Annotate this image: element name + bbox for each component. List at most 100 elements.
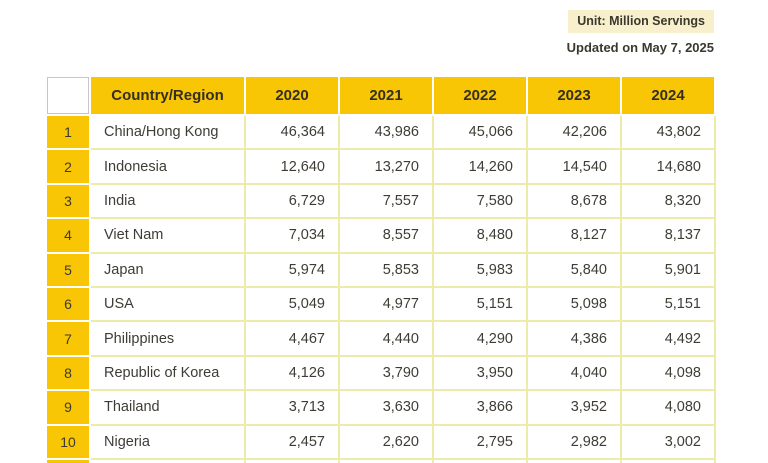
value-cell: 42,206	[526, 113, 622, 151]
table-row: 3 India 6,729 7,557 7,580 8,678 8,320	[45, 182, 716, 220]
country-cell: Thailand	[89, 389, 246, 426]
table-row: 6 USA 5,049 4,977 5,151 5,098 5,151	[45, 285, 716, 323]
header-row: Country/Region 2020 2021 2022 2023 2024	[45, 75, 716, 116]
value-cell: 8,320	[620, 182, 716, 220]
ranking-table: Country/Region 2020 2021 2022 2023 2024 …	[45, 75, 716, 463]
table-row: 4 Viet Nam 7,034 8,557 8,480 8,127 8,137	[45, 217, 716, 254]
value-cell: 4,977	[338, 285, 434, 323]
table-row-partial	[45, 457, 716, 463]
value-cell: 6,729	[244, 182, 340, 220]
country-cell: Philippines	[89, 320, 246, 357]
value-cell: 4,290	[432, 320, 528, 357]
country-cell: Indonesia	[89, 148, 246, 185]
value-cell: 13,270	[338, 148, 434, 185]
value-cell: 7,557	[338, 182, 434, 220]
rank-cell: 10	[45, 423, 91, 460]
value-cell: 5,901	[620, 251, 716, 288]
country-cell: Republic of Korea	[89, 354, 246, 392]
value-cell: 8,137	[620, 217, 716, 254]
value-cell: 14,260	[432, 148, 528, 185]
country-cell: Viet Nam	[89, 217, 246, 254]
value-cell: 8,557	[338, 217, 434, 254]
table-row: 2 Indonesia 12,640 13,270 14,260 14,540 …	[45, 148, 716, 185]
value-cell: 5,049	[244, 285, 340, 323]
value-cell: 8,127	[526, 217, 622, 254]
column-header-year-2024: 2024	[620, 75, 716, 116]
table-row: 8 Republic of Korea 4,126 3,790 3,950 4,…	[45, 354, 716, 392]
value-cell: 5,151	[620, 285, 716, 323]
value-cell	[338, 457, 434, 463]
column-header-year-2020: 2020	[244, 75, 340, 116]
value-cell: 5,853	[338, 251, 434, 288]
value-cell: 14,540	[526, 148, 622, 185]
rank-cell: 1	[45, 113, 91, 151]
value-cell: 3,790	[338, 354, 434, 392]
value-cell: 8,678	[526, 182, 622, 220]
value-cell: 2,620	[338, 423, 434, 460]
value-cell: 4,080	[620, 389, 716, 426]
rank-cell: 8	[45, 354, 91, 392]
value-cell	[244, 457, 340, 463]
table-row: 10 Nigeria 2,457 2,620 2,795 2,982 3,002	[45, 423, 716, 460]
rank-cell: 7	[45, 320, 91, 357]
value-cell: 5,840	[526, 251, 622, 288]
rank-cell: 4	[45, 217, 91, 254]
value-cell: 5,151	[432, 285, 528, 323]
rank-cell	[45, 457, 91, 463]
value-cell	[526, 457, 622, 463]
rank-cell: 3	[45, 182, 91, 220]
value-cell: 5,974	[244, 251, 340, 288]
value-cell: 3,950	[432, 354, 528, 392]
value-cell: 3,002	[620, 423, 716, 460]
value-cell: 46,364	[244, 113, 340, 151]
value-cell: 43,986	[338, 113, 434, 151]
rank-cell: 9	[45, 389, 91, 426]
country-cell: India	[89, 182, 246, 220]
column-header-year-2021: 2021	[338, 75, 434, 116]
country-cell	[89, 457, 246, 463]
corner-cell	[45, 75, 91, 116]
value-cell: 5,098	[526, 285, 622, 323]
value-cell: 43,802	[620, 113, 716, 151]
table-row: 5 Japan 5,974 5,853 5,983 5,840 5,901	[45, 251, 716, 288]
value-cell: 3,630	[338, 389, 434, 426]
country-cell: Nigeria	[89, 423, 246, 460]
value-cell	[620, 457, 716, 463]
value-cell: 4,440	[338, 320, 434, 357]
value-cell: 4,492	[620, 320, 716, 357]
country-cell: USA	[89, 285, 246, 323]
value-cell: 7,580	[432, 182, 528, 220]
value-cell: 4,386	[526, 320, 622, 357]
unit-badge: Unit: Million Servings	[568, 10, 714, 33]
table-row: 7 Philippines 4,467 4,440 4,290 4,386 4,…	[45, 320, 716, 357]
value-cell	[432, 457, 528, 463]
table-row: 9 Thailand 3,713 3,630 3,866 3,952 4,080	[45, 389, 716, 426]
value-cell: 3,952	[526, 389, 622, 426]
table-row: 1 China/Hong Kong 46,364 43,986 45,066 4…	[45, 113, 716, 151]
column-header-country: Country/Region	[89, 75, 246, 116]
value-cell: 2,795	[432, 423, 528, 460]
value-cell: 8,480	[432, 217, 528, 254]
value-cell: 7,034	[244, 217, 340, 254]
value-cell: 4,040	[526, 354, 622, 392]
value-cell: 4,467	[244, 320, 340, 357]
value-cell: 4,098	[620, 354, 716, 392]
country-cell: China/Hong Kong	[89, 113, 246, 151]
value-cell: 45,066	[432, 113, 528, 151]
value-cell: 14,680	[620, 148, 716, 185]
updated-date: Updated on May 7, 2025	[566, 40, 714, 55]
rank-cell: 5	[45, 251, 91, 288]
column-header-year-2022: 2022	[432, 75, 528, 116]
column-header-year-2023: 2023	[526, 75, 622, 116]
value-cell: 12,640	[244, 148, 340, 185]
value-cell: 5,983	[432, 251, 528, 288]
value-cell: 2,457	[244, 423, 340, 460]
country-cell: Japan	[89, 251, 246, 288]
value-cell: 4,126	[244, 354, 340, 392]
value-cell: 3,713	[244, 389, 340, 426]
value-cell: 2,982	[526, 423, 622, 460]
rank-cell: 6	[45, 285, 91, 323]
rank-cell: 2	[45, 148, 91, 185]
value-cell: 3,866	[432, 389, 528, 426]
